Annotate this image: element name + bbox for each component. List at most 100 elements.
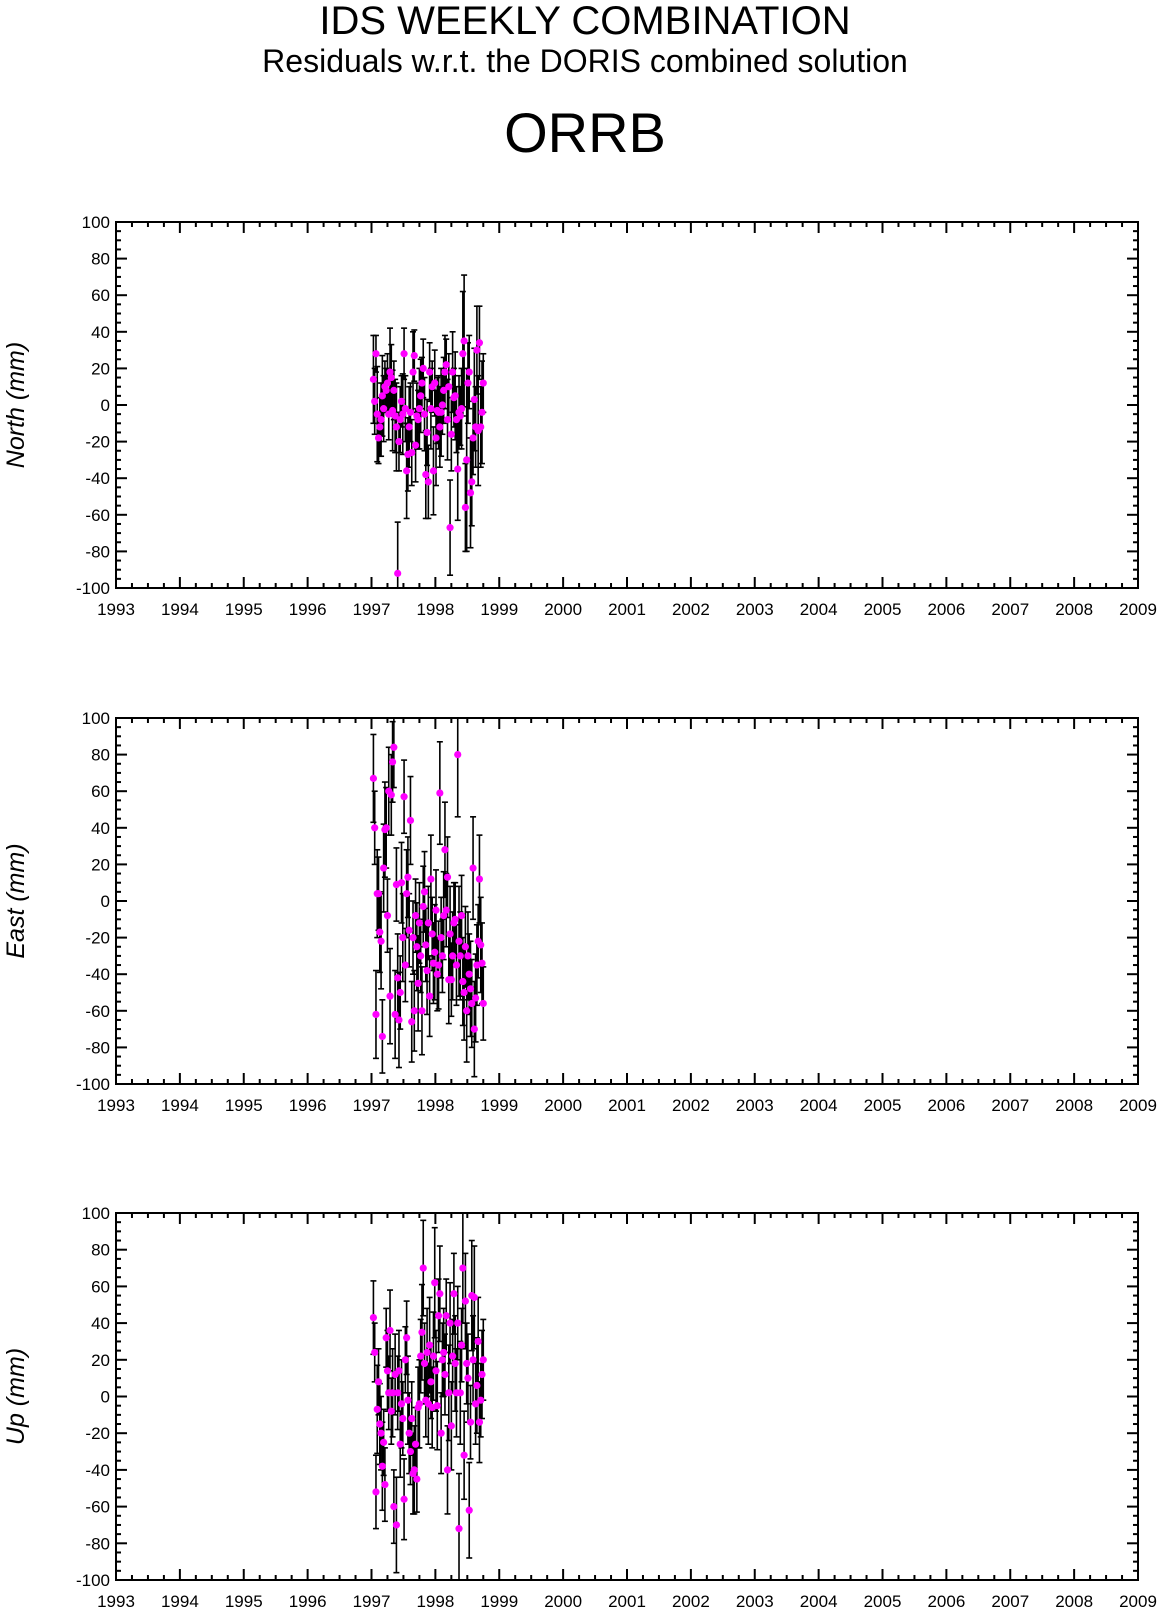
figure-title: IDS WEEKLY COMBINATION	[319, 0, 850, 43]
up-data-point	[369, 1313, 378, 1322]
up-data-point	[449, 1352, 457, 1360]
north-data-point	[390, 386, 398, 394]
up-data-point	[454, 1319, 462, 1327]
up-x-tick-label: 1998	[416, 1592, 454, 1611]
north-data-point	[369, 375, 378, 383]
east-data-point	[377, 937, 385, 945]
up-data-point	[382, 1334, 390, 1342]
up-data-point	[464, 1374, 472, 1382]
east-data-point	[454, 751, 462, 759]
up-y-tick-label: 80	[91, 1241, 110, 1260]
east-data-point	[456, 952, 464, 960]
up-data-point	[386, 1326, 394, 1335]
east-data-point	[376, 928, 384, 936]
up-y-tick-label: 0	[101, 1388, 110, 1407]
up-y-tick-label: -40	[85, 1461, 110, 1480]
east-data-point	[459, 977, 467, 986]
east-data-point	[390, 743, 398, 751]
up-data-point	[441, 1370, 449, 1379]
east-data-point	[431, 948, 439, 956]
east-x-tick-label: 2000	[544, 1096, 582, 1115]
east-data-point	[391, 1010, 399, 1019]
up-data-point	[470, 1293, 478, 1302]
north-data-point	[431, 379, 439, 387]
east-x-tick-label: 2003	[736, 1096, 774, 1115]
east-data-point	[403, 890, 411, 898]
up-data-point	[447, 1422, 455, 1430]
north-data-point	[442, 361, 450, 369]
up-data-point	[460, 1451, 468, 1459]
east-data-group	[369, 718, 487, 1078]
up-data-point	[372, 1488, 380, 1496]
up-data-point	[437, 1429, 445, 1437]
east-x-tick-label: 1994	[161, 1096, 199, 1115]
east-data-point	[443, 873, 452, 881]
up-y-tick-label: -60	[85, 1498, 110, 1517]
east-data-point	[479, 999, 487, 1008]
east-data-point	[414, 979, 422, 987]
east-data-point	[418, 1007, 426, 1015]
east-data-point	[477, 941, 485, 949]
north-data-point	[436, 423, 444, 431]
north-data-point	[479, 379, 487, 387]
east-data-point	[394, 974, 402, 982]
north-data-point	[468, 478, 476, 486]
up-x-tick-label: 2006	[927, 1592, 965, 1611]
north-data-point	[418, 379, 426, 387]
north-y-tick-label: 100	[82, 213, 110, 232]
north-data-point	[378, 392, 386, 400]
north-data-point	[396, 416, 404, 424]
north-x-tick-label: 1995	[225, 600, 263, 619]
up-data-point	[399, 1414, 407, 1423]
east-data-point	[383, 912, 392, 920]
up-x-tick-label: 2009	[1119, 1592, 1157, 1611]
north-data-point	[456, 412, 464, 420]
east-data-point	[438, 952, 447, 960]
up-data-point	[374, 1378, 383, 1386]
north-data-point	[449, 368, 457, 376]
east-y-tick-label: 60	[91, 782, 110, 801]
east-data-point	[369, 774, 378, 782]
up-data-point	[469, 1356, 477, 1364]
east-data-point	[408, 1018, 416, 1026]
up-data-point	[408, 1414, 416, 1423]
up-y-axis-label: Up (mm)	[2, 1348, 30, 1445]
up-data-point	[377, 1429, 385, 1437]
east-x-tick-label: 2004	[800, 1096, 838, 1115]
north-y-tick-label: 80	[91, 250, 110, 269]
north-y-tick-label: -60	[85, 506, 110, 525]
up-data-point	[401, 1356, 409, 1364]
east-x-tick-label: 2009	[1119, 1096, 1157, 1115]
north-data-point	[424, 478, 432, 486]
east-x-tick-label: 2002	[672, 1096, 710, 1115]
east-x-tick-label: 2001	[608, 1096, 646, 1115]
east-x-tick-label: 1995	[225, 1096, 263, 1115]
up-data-point	[433, 1402, 441, 1410]
east-y-tick-label: 0	[101, 892, 110, 911]
up-y-tick-label: 20	[91, 1351, 110, 1370]
up-data-point	[474, 1337, 482, 1346]
up-data-point	[434, 1312, 443, 1320]
up-data-point	[371, 1348, 379, 1357]
east-data-point	[415, 919, 424, 927]
up-data-point	[438, 1356, 447, 1364]
north-x-tick-label: 1994	[161, 600, 199, 619]
up-data-point	[429, 1352, 438, 1360]
up-data-point	[477, 1396, 485, 1404]
up-data-point	[423, 1348, 431, 1357]
north-data-point	[377, 416, 385, 424]
up-x-tick-label: 1999	[480, 1592, 518, 1611]
up-data-point	[417, 1352, 425, 1360]
up-data-point	[396, 1440, 404, 1448]
east-data-point	[426, 992, 434, 1000]
north-data-point	[457, 405, 466, 413]
east-data-point	[382, 824, 390, 832]
north-data-point	[437, 408, 445, 416]
up-x-tick-label: 2007	[991, 1592, 1029, 1611]
east-data-point	[405, 926, 413, 934]
north-x-tick-label: 2007	[991, 600, 1029, 619]
north-data-point	[469, 434, 477, 442]
east-data-point	[424, 919, 432, 927]
east-y-tick-label: 40	[91, 819, 110, 838]
up-data-point	[415, 1400, 424, 1408]
